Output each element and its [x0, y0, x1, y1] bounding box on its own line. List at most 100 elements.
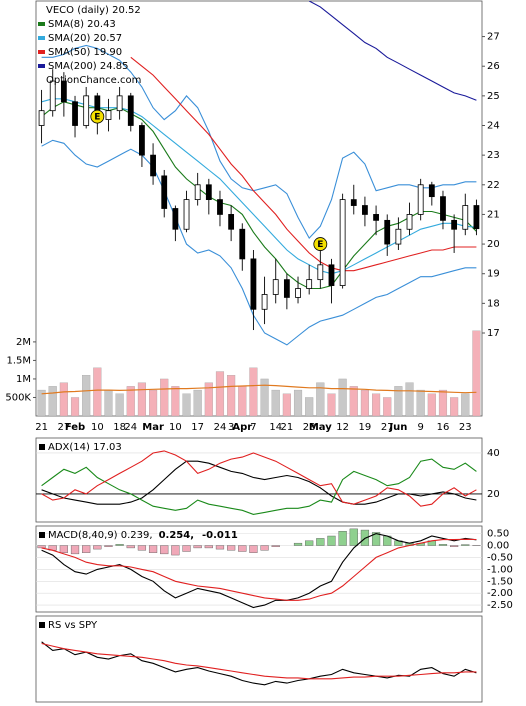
volume-bar [360, 389, 369, 416]
histogram-bar [249, 545, 258, 553]
volume-bar [305, 397, 314, 416]
volume-bar [171, 386, 180, 416]
y-tick-label: -1.00 [487, 564, 513, 575]
panel-frame [35, 437, 483, 523]
panel-title: MACD(8,40,9) 0.239, [48, 530, 153, 541]
x-tick-label: 27 [381, 422, 394, 433]
volume-bar [450, 397, 459, 416]
legend-value: 0.254, [159, 530, 194, 541]
candle-body [161, 175, 168, 209]
volume-bar [260, 378, 269, 416]
histogram-bar [238, 545, 247, 552]
panel-frame [35, 0, 483, 417]
candle-body [83, 95, 90, 126]
histogram-bar [327, 535, 336, 546]
x-tick-label: Mar [142, 422, 164, 433]
histogram-bar [215, 545, 225, 550]
histogram-bar [126, 545, 135, 549]
histogram-bar [371, 532, 381, 546]
indicator-line [41, 460, 477, 505]
volume-bar [37, 389, 46, 416]
volume-bar [416, 389, 425, 416]
candle-body [406, 214, 413, 230]
histogram-bar [70, 545, 80, 555]
y-tick-label: 19 [487, 269, 500, 280]
candle-body [350, 199, 357, 206]
volume-bar [93, 367, 102, 416]
legend-swatch [38, 22, 45, 26]
volume-bar [472, 330, 481, 416]
candle-body [395, 228, 402, 245]
title-swatch [39, 444, 45, 450]
legend-swatch [38, 64, 45, 68]
histogram-bar [160, 545, 169, 555]
title-swatch [39, 622, 45, 628]
candle-body [384, 219, 391, 245]
candle-body [60, 80, 67, 103]
x-tick-label: 18 [113, 422, 126, 433]
volume-tick-label: 1.5M [6, 355, 31, 366]
volume-bar [215, 371, 225, 416]
volume-bar [137, 382, 146, 416]
y-tick-label: 26 [487, 61, 500, 72]
histogram-bar [148, 545, 158, 553]
candle-body [172, 208, 179, 230]
candle-body [228, 214, 235, 230]
y-tick-label: -2.50 [487, 600, 513, 611]
x-tick-label: 14 [269, 422, 282, 433]
candle-body [473, 205, 480, 230]
y-tick-label: -0.50 [487, 552, 513, 563]
candle-body [306, 279, 313, 289]
volume-bar [249, 367, 258, 416]
candle-body [283, 279, 290, 298]
histogram-bar [450, 545, 459, 547]
legend-label: SMA(20) 20.57 [48, 33, 122, 44]
volume-bar [271, 389, 280, 416]
x-tick-label: Jun [388, 422, 407, 433]
legend-label: SMA(50) 19.90 [48, 47, 122, 58]
candle-body [183, 199, 190, 230]
histogram-bar [137, 545, 147, 551]
histogram-bar [37, 545, 46, 549]
volume-bar [104, 389, 113, 416]
candle-body [317, 264, 324, 281]
volume-bar [149, 389, 158, 416]
histogram-bar [193, 545, 202, 549]
candle-body [328, 264, 335, 286]
histogram-bar [93, 545, 102, 550]
y-tick-label: 24 [487, 121, 500, 132]
x-tick-label: 10 [169, 422, 182, 433]
y-tick-label: 0.00 [487, 541, 509, 552]
legend-label: SMA(200) 24.85 [48, 61, 129, 72]
histogram-bar [260, 545, 269, 551]
title-swatch [39, 532, 45, 538]
price-plot [37, 1, 481, 416]
x-tick-label: 23 [459, 422, 472, 433]
volume-bar [126, 386, 135, 416]
panel-title: ADX(14) 17.03 [48, 442, 122, 453]
x-tick-label: 7 [250, 422, 256, 433]
indicator-line [41, 642, 477, 680]
x-tick-label: 19 [359, 422, 372, 433]
histogram-bar [271, 545, 280, 547]
x-tick-label: Feb [65, 422, 85, 433]
x-tick-label: 21 [35, 422, 48, 433]
y-tick-label: 21 [487, 209, 500, 220]
histogram-bar [59, 545, 68, 553]
volume-bar [115, 393, 124, 416]
candle-body [49, 80, 56, 112]
y-tick-label: 20 [487, 239, 500, 250]
volume-bar [327, 393, 336, 416]
candle-body [339, 199, 346, 286]
x-tick-label: 12 [336, 422, 349, 433]
event-marker [90, 109, 105, 124]
candle-body [362, 205, 368, 215]
volume-bar [238, 386, 247, 416]
candle-body [295, 288, 301, 298]
volume-bar [338, 378, 347, 416]
candle-body [194, 184, 201, 201]
y-tick-label: 40 [487, 448, 500, 459]
volume-bar [59, 382, 68, 416]
panel-frame [35, 525, 483, 613]
histogram-bar [227, 545, 236, 551]
